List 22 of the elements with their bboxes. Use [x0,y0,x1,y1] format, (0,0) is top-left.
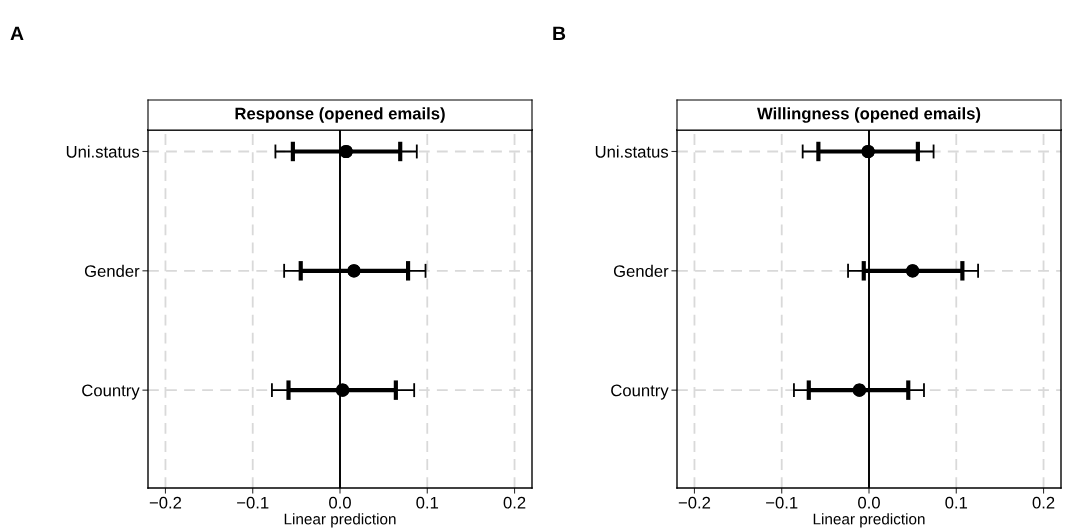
y-tick-label: Uni.status [595,145,669,158]
x-tick-label: −0.2 [149,496,182,509]
x-tick-label: −0.1 [766,496,798,509]
x-tick-label: 0.2 [503,496,526,509]
chart-title: Response (opened emails) [235,107,445,123]
x-tick-label: 0.0 [858,496,880,509]
x-tick-label: 0.0 [329,496,351,509]
y-tick-label: Uni.status [66,145,140,158]
x-tick-label: −0.2 [678,496,711,509]
x-tick-label: 0.1 [416,496,439,509]
text: A [10,26,24,41]
x-axis-title: Linear prediction [813,513,925,528]
y-tick-label: Country [611,384,669,400]
y-tick-label: Country [82,384,140,400]
x-axis-title: Linear prediction [284,513,396,528]
x-tick-label: 0.1 [945,496,968,509]
chart-title: Willingness (opened emails) [757,107,981,123]
y-tick-label: Gender [613,264,669,278]
text: B [553,26,566,41]
x-tick-label: 0.2 [1032,496,1055,509]
y-tick-label: Gender [84,264,140,278]
x-tick-label: −0.1 [237,496,269,509]
